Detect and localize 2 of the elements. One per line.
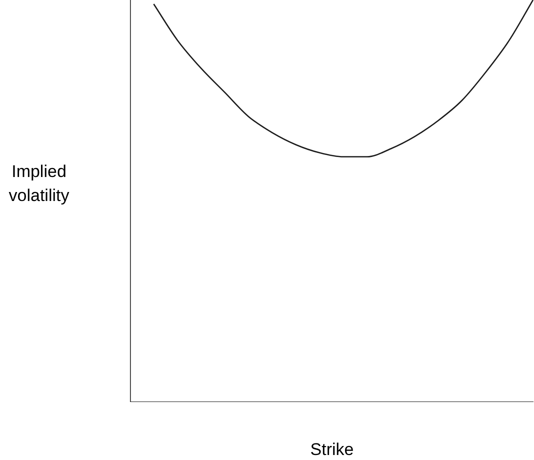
x-axis-title: Strike — [309, 440, 355, 460]
y-axis-title: Implied volatility — [8, 161, 70, 207]
